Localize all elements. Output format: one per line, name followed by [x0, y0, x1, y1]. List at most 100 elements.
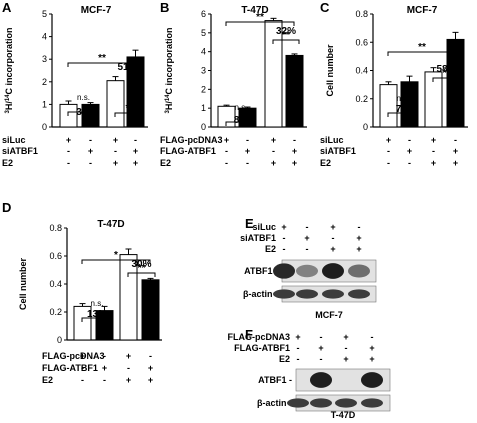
treatment-mark: +	[453, 146, 458, 156]
y-axis-label: 3H/14C incorporation	[164, 27, 174, 113]
annotation-percent: 58%	[436, 64, 456, 75]
y-axis-label-part: H/	[164, 101, 174, 110]
y-tick-label: 0	[201, 122, 206, 132]
y-tick-label: 0.2	[355, 94, 368, 104]
treatment-mark: -	[306, 244, 309, 254]
treatment-mark: -	[387, 146, 390, 156]
annotation-ns: n.s.	[91, 299, 104, 308]
treatment-mark: +	[343, 332, 348, 342]
blot-band	[361, 372, 383, 388]
blot-band	[273, 263, 295, 279]
significance-mark: **	[98, 53, 106, 64]
cell-line-label: MCF-7	[315, 310, 343, 320]
treatment-label: E2	[265, 244, 276, 254]
treatment-mark: -	[283, 233, 286, 243]
treatment-mark: -	[81, 375, 84, 385]
treatment-mark: -	[387, 158, 390, 168]
y-axis-label-part: 14	[165, 94, 171, 101]
bar	[379, 84, 398, 128]
blot-band	[322, 289, 344, 299]
panel-letter: D	[2, 200, 11, 215]
treatment-label: siLuc	[2, 135, 26, 145]
panel-letter: F	[245, 327, 253, 342]
y-tick-label: 2	[201, 84, 206, 94]
treatment-mark: +	[292, 158, 297, 168]
panel-d: D T-47D 0 0.2 0.4 0.6 0.8 Cell number n.s.13% **3…	[2, 200, 162, 385]
y-tick-label: 0.4	[355, 66, 368, 76]
cell-line-label: T-47D	[331, 410, 356, 420]
bracket-small	[272, 39, 300, 44]
y-axis-label: Cell number	[325, 44, 335, 97]
treatment-label: siLuc	[252, 222, 276, 232]
treatment-mark: -	[320, 354, 323, 364]
treatment-mark: -	[81, 363, 84, 373]
treatment-mark: -	[408, 158, 411, 168]
bar	[141, 279, 160, 341]
treatment-mark: -	[297, 343, 300, 353]
treatment-mark: -	[297, 354, 300, 364]
y-tick-label: 0.6	[49, 251, 62, 261]
treatment-mark: +	[343, 354, 348, 364]
y-tick-label: 0.8	[49, 223, 62, 233]
chart-title: T-47D	[97, 219, 124, 230]
treatment-mark: +	[318, 343, 323, 353]
annotation-percent: 32%	[276, 26, 296, 37]
treatment-mark: +	[453, 158, 458, 168]
treatment-label: FLAG-pcDNA3	[160, 135, 223, 145]
bar	[106, 80, 125, 128]
treatment-mark: -	[320, 332, 323, 342]
y-axis-label-part: C incorporation	[164, 27, 174, 94]
treatment-mark: +	[88, 146, 93, 156]
y-tick-label: 2	[42, 77, 47, 87]
bracket-ns	[387, 112, 419, 117]
annotation-percent: 51%	[117, 62, 137, 73]
y-tick-label: 1	[201, 103, 206, 113]
annotation-ns: n.s.	[397, 94, 410, 103]
blot-row-label: β-actin -	[243, 289, 278, 299]
blot-band	[310, 398, 332, 408]
treatment-mark: +	[330, 222, 335, 232]
treatment-mark: -	[225, 158, 228, 168]
treatment-mark: +	[386, 135, 391, 145]
chart-title: MCF-7	[81, 5, 112, 16]
treatment-label: E2	[320, 158, 331, 168]
treatment-mark: +	[133, 158, 138, 168]
annotation-percent: 30%	[131, 259, 151, 270]
treatment-mark: +	[356, 244, 361, 254]
treatment-mark: +	[224, 135, 229, 145]
treatment-mark: +	[113, 158, 118, 168]
treatment-mark: +	[304, 233, 309, 243]
treatment-label: E2	[42, 375, 53, 385]
treatment-mark: -	[283, 244, 286, 254]
significance-mark: **	[418, 42, 426, 53]
annotation-percent: 13%	[87, 309, 107, 320]
treatment-mark: -	[345, 343, 348, 353]
blot-row-label: ATBF1 -	[244, 266, 278, 276]
treatment-mark: +	[330, 244, 335, 254]
treatment-mark: -	[114, 146, 117, 156]
annotation-percent: 3%	[76, 107, 91, 118]
treatment-mark: -	[225, 146, 228, 156]
treatment-label: FLAG-ATBF1	[42, 363, 98, 373]
y-tick-label: 0.2	[49, 307, 62, 317]
bracket-big	[225, 21, 295, 26]
significance-mark: **	[138, 263, 146, 274]
treatment-label: siATBF1	[2, 146, 38, 156]
y-tick-label: 0.8	[355, 9, 368, 19]
y-tick-label: 0.6	[355, 37, 368, 47]
y-axis-label-part: 3	[165, 110, 171, 114]
bar	[285, 54, 304, 128]
treatment-mark: +	[126, 375, 131, 385]
blot-band	[335, 398, 357, 408]
y-axis-label-part: H/	[4, 101, 14, 110]
annotation-ns: n.s.	[235, 103, 248, 112]
blot-band	[348, 289, 370, 299]
blot-band	[361, 398, 383, 408]
y-axis-label-part: 3	[5, 110, 11, 114]
significance-mark: *	[114, 250, 118, 261]
treatment-mark: +	[431, 158, 436, 168]
treatment-mark: -	[272, 146, 275, 156]
significance-mark: **	[256, 12, 264, 23]
y-tick-label: 0.4	[49, 279, 62, 289]
